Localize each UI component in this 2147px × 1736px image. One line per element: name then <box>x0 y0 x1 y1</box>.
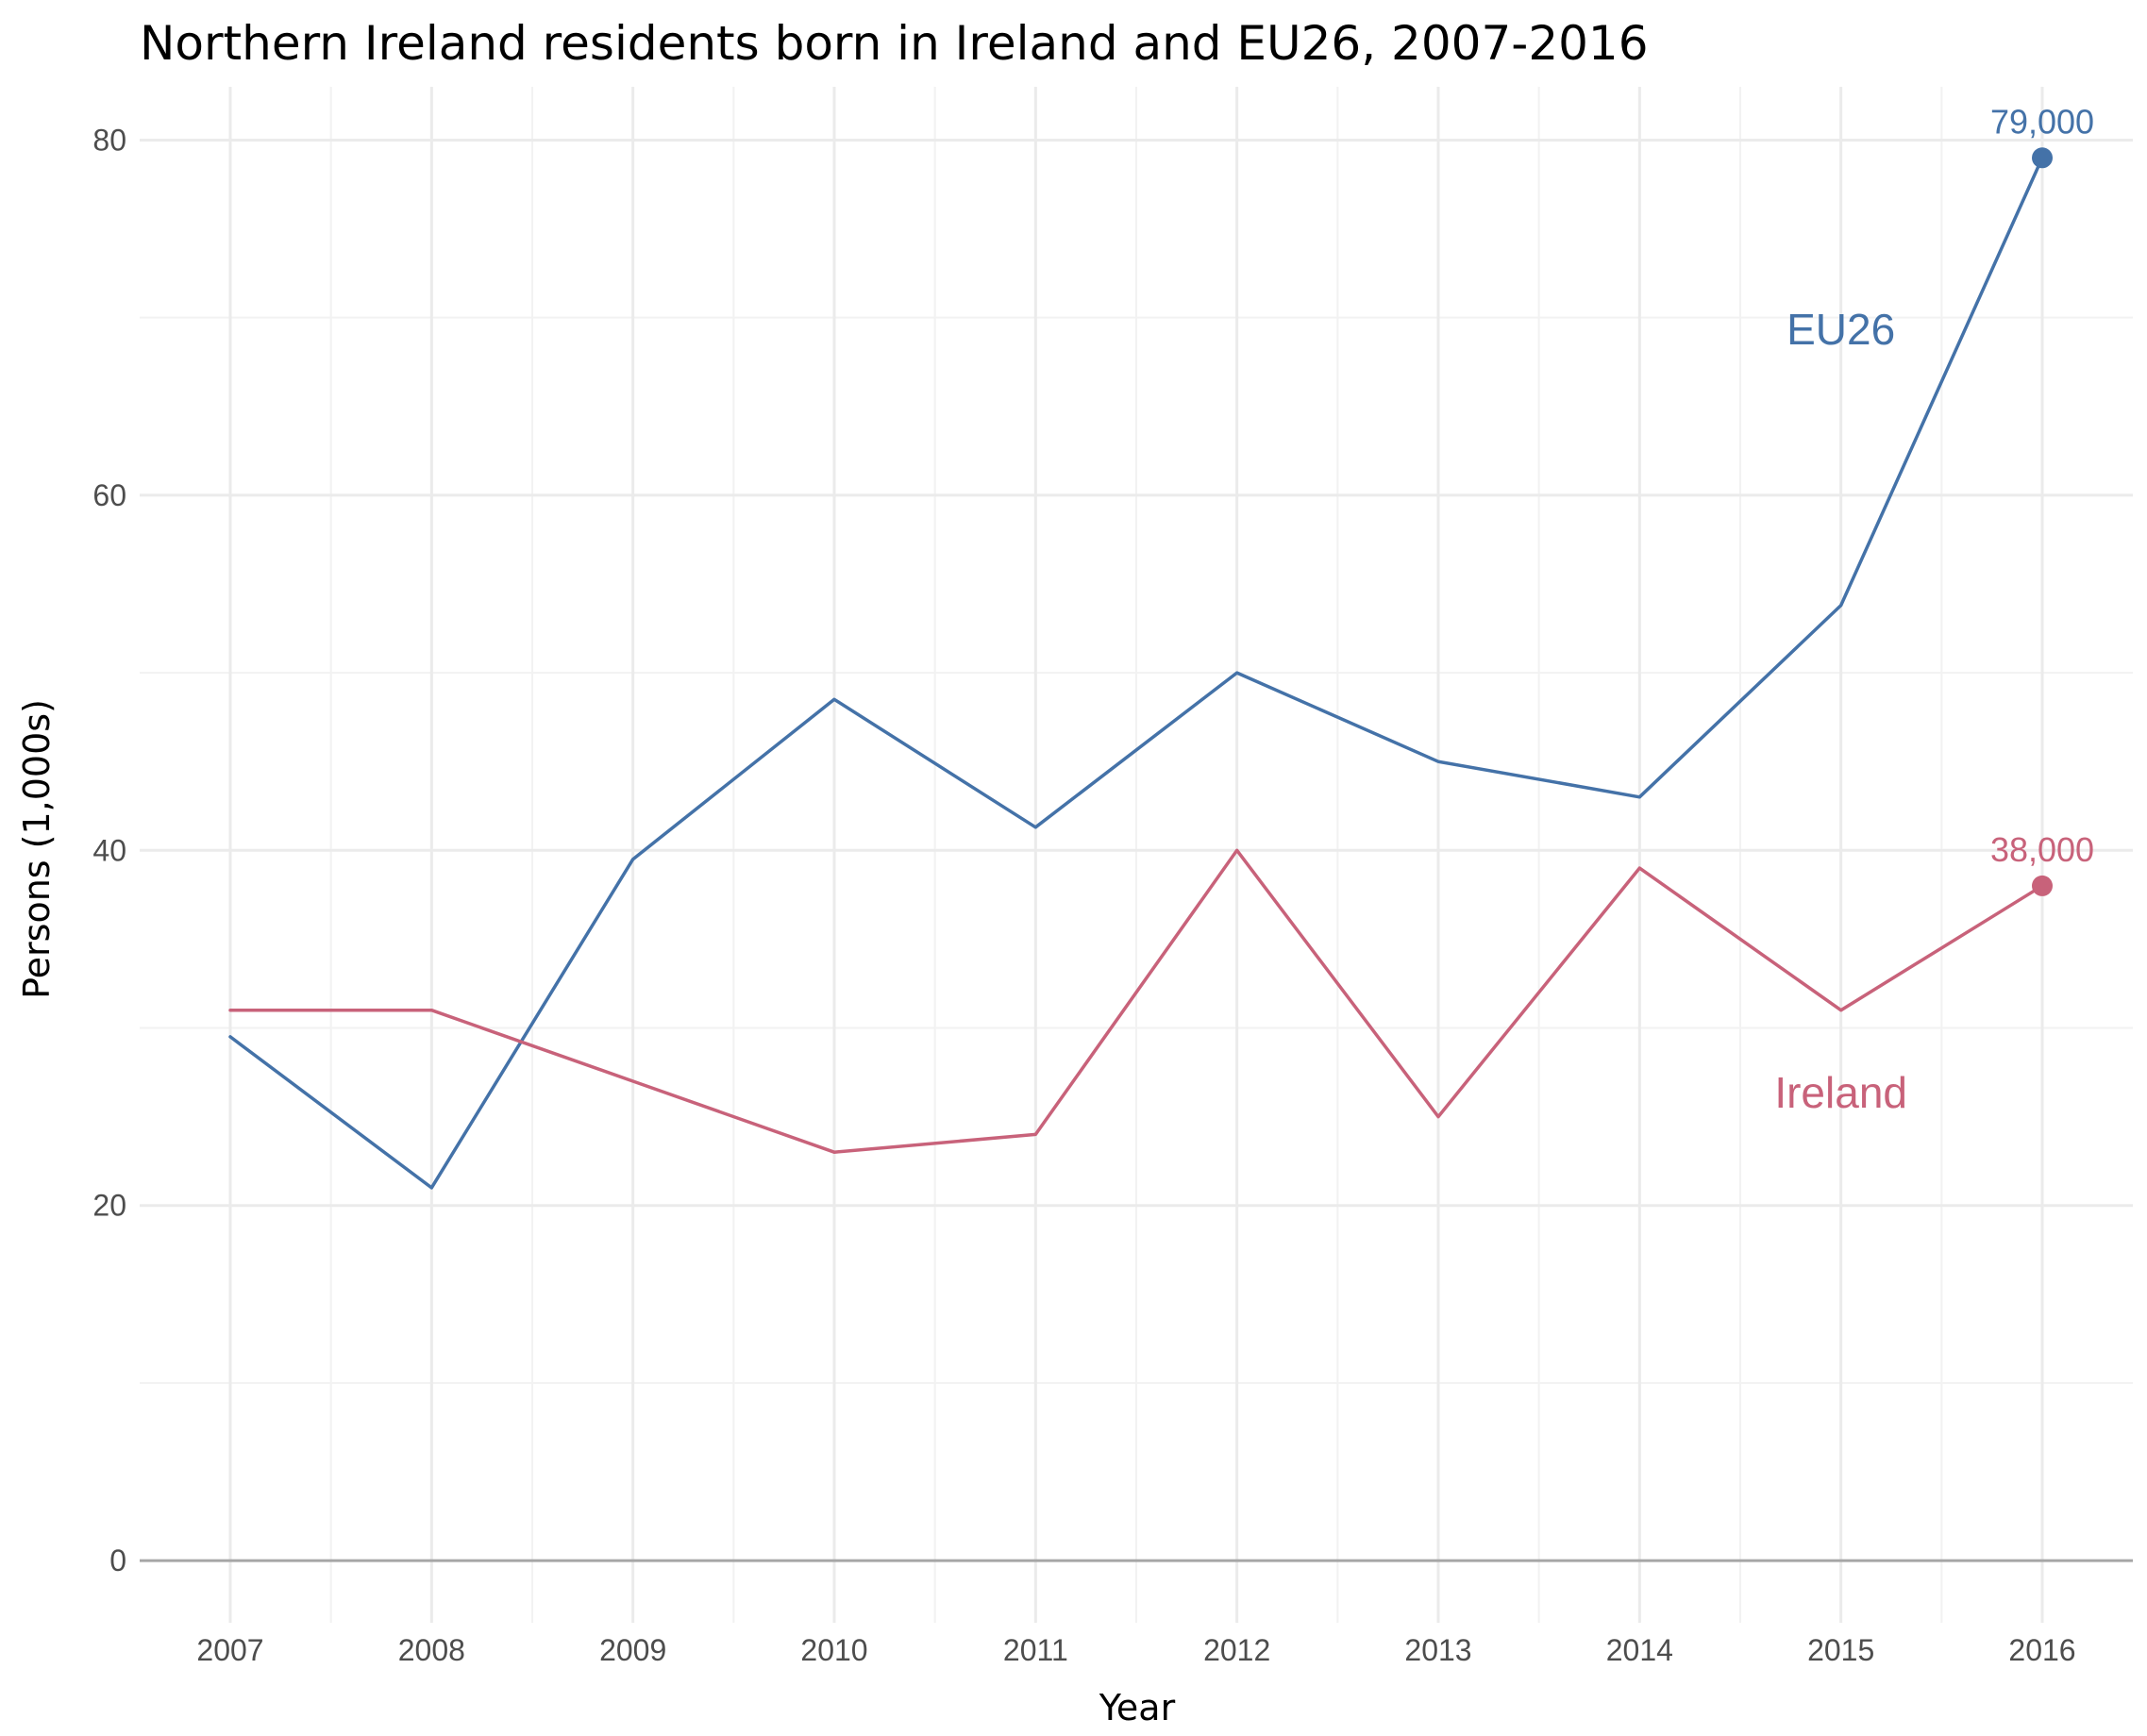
ireland-series-label: Ireland <box>1774 1068 1907 1117</box>
y-tick-label: 40 <box>92 833 126 867</box>
y-tick-label: 60 <box>92 478 126 512</box>
axis-layer: 0 20 40 60 80 2007 2008 2009 2010 2011 2012 2013 201… <box>92 123 2133 1667</box>
grid-layer <box>140 87 2133 1623</box>
x-tick-label: 2012 <box>1203 1633 1270 1667</box>
x-tick-label: 2011 <box>1003 1633 1068 1667</box>
label-layer: 79,000 EU26 38,000 Ireland <box>1774 102 2094 1117</box>
y-axis-title: Persons (1,000s) <box>16 699 58 999</box>
x-tick-label: 2008 <box>398 1633 465 1667</box>
x-tick-label: 2013 <box>1404 1633 1471 1667</box>
y-tick-label: 20 <box>92 1189 126 1223</box>
x-tick-label: 2010 <box>800 1633 867 1667</box>
y-tick-label: 0 <box>109 1544 126 1577</box>
eu26-end-value-label: 79,000 <box>1990 102 2094 141</box>
chart-title: Northern Ireland residents born in Irela… <box>140 16 1649 71</box>
y-tick-label: 80 <box>92 123 126 157</box>
eu26-series-label: EU26 <box>1786 305 1895 354</box>
x-tick-label: 2007 <box>196 1633 263 1667</box>
ireland-end-point <box>2032 875 2053 896</box>
eu26-series-line <box>228 156 2044 1190</box>
x-tick-label: 2014 <box>1606 1633 1673 1667</box>
eu26-end-point <box>2032 147 2053 169</box>
ireland-end-value-label: 38,000 <box>1990 830 2094 869</box>
x-tick-label: 2016 <box>2008 1633 2075 1667</box>
x-axis-title: Year <box>1099 1687 1176 1728</box>
ireland-series-line <box>228 848 2044 1154</box>
series-layer <box>228 147 2053 1190</box>
x-tick-label: 2015 <box>1807 1633 1874 1667</box>
x-tick-label: 2009 <box>599 1633 666 1667</box>
